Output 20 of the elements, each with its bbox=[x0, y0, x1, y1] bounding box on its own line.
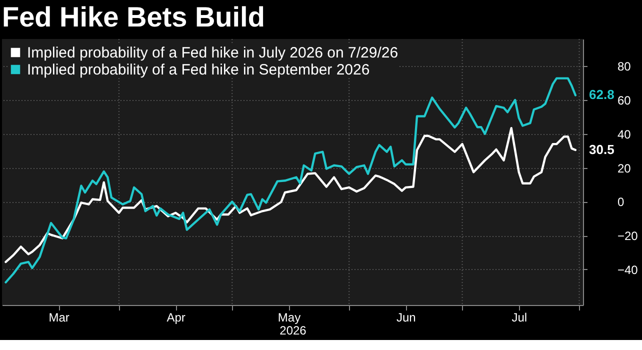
y-tick-label: −40 bbox=[618, 262, 638, 277]
y-tick-label: 60 bbox=[618, 93, 632, 108]
x-tick-label: Mar bbox=[48, 310, 70, 324]
legend-label: Implied probability of a Fed hike in September 2026 bbox=[27, 62, 370, 78]
y-tick-label: −20 bbox=[618, 229, 638, 244]
y-tick-label: 80 bbox=[618, 60, 632, 74]
x-tick-label: May bbox=[278, 310, 301, 324]
x-axis-title: 2026 bbox=[280, 324, 307, 338]
legend-label: Implied probability of a Fed hike in July 2026 on 7/29/26 bbox=[27, 44, 398, 62]
x-tick-label: Jul bbox=[512, 310, 528, 324]
y-tick-label: 0 bbox=[618, 195, 624, 210]
line-series bbox=[4, 127, 577, 264]
x-tick-label: Apr bbox=[166, 310, 186, 324]
data-label: 62.8 bbox=[589, 87, 614, 102]
line-series bbox=[4, 77, 577, 284]
y-tick-label: 20 bbox=[618, 161, 632, 176]
y-tick-label: 40 bbox=[618, 127, 632, 142]
data-label: 30.5 bbox=[589, 142, 614, 157]
x-tick-label: Jun bbox=[396, 310, 416, 324]
chart-title: Fed Hike Bets Build bbox=[2, 2, 265, 32]
